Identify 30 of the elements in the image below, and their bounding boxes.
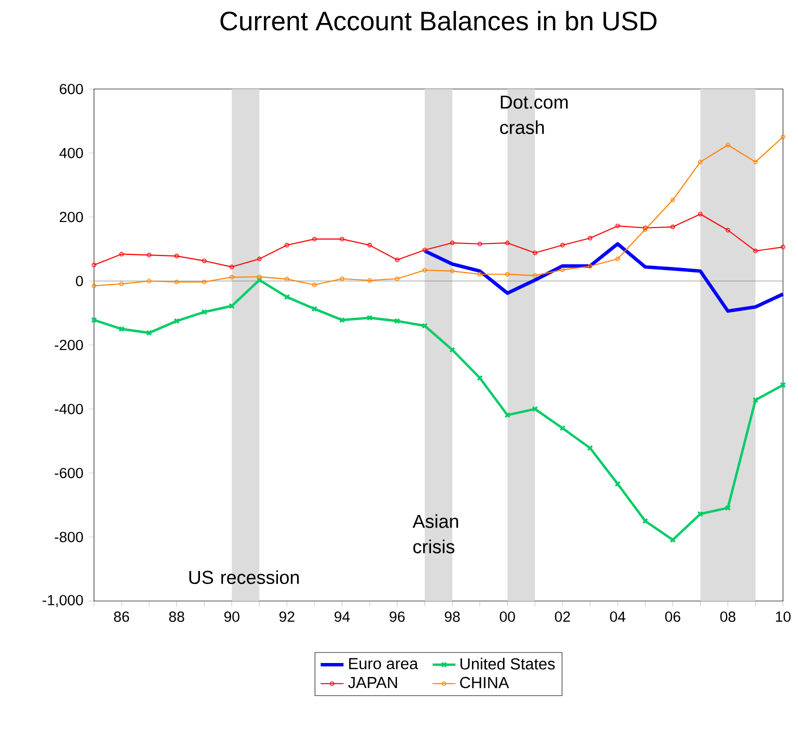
x-tick-label: 98 [444, 612, 460, 622]
chart-title: Current Account Balances in bn USD [220, 10, 657, 30]
band-label: Asian crisis [412, 514, 458, 554]
y-tick-label: -600 [54, 468, 83, 478]
y-tick-label: 400 [59, 148, 83, 158]
x-tick-label: 86 [114, 612, 130, 622]
x-tick-label: 90 [224, 612, 240, 622]
x-tick-label: 96 [390, 612, 405, 622]
legend-label: Euro area [349, 658, 418, 670]
legend-label: CHINA [460, 676, 510, 688]
x-tick-label: 00 [500, 612, 515, 622]
y-tick-label: 0 [76, 276, 83, 286]
y-tick-label: -1,000 [42, 594, 83, 608]
x-tick-label: 94 [334, 612, 350, 622]
legend-label: United States [460, 658, 555, 670]
x-tick-label: 04 [610, 612, 626, 622]
legend-label: JAPAN [348, 677, 397, 688]
x-tick-label: 02 [554, 612, 570, 622]
x-tick-label: 92 [279, 612, 294, 622]
y-tick-label: -200 [54, 340, 83, 350]
x-tick-label: 10 [776, 612, 791, 622]
y-tick-label: 200 [60, 212, 83, 222]
y-tick-label: -400 [54, 404, 83, 414]
x-tick-label: 08 [720, 612, 736, 622]
y-tick-label: 600 [60, 84, 83, 94]
band-label: Dot.com crash [500, 96, 568, 134]
x-tick-label: 88 [169, 612, 184, 622]
x-tick-label: 06 [665, 612, 680, 622]
y-tick-label: -800 [54, 532, 83, 542]
band-label: US recession [189, 570, 299, 584]
